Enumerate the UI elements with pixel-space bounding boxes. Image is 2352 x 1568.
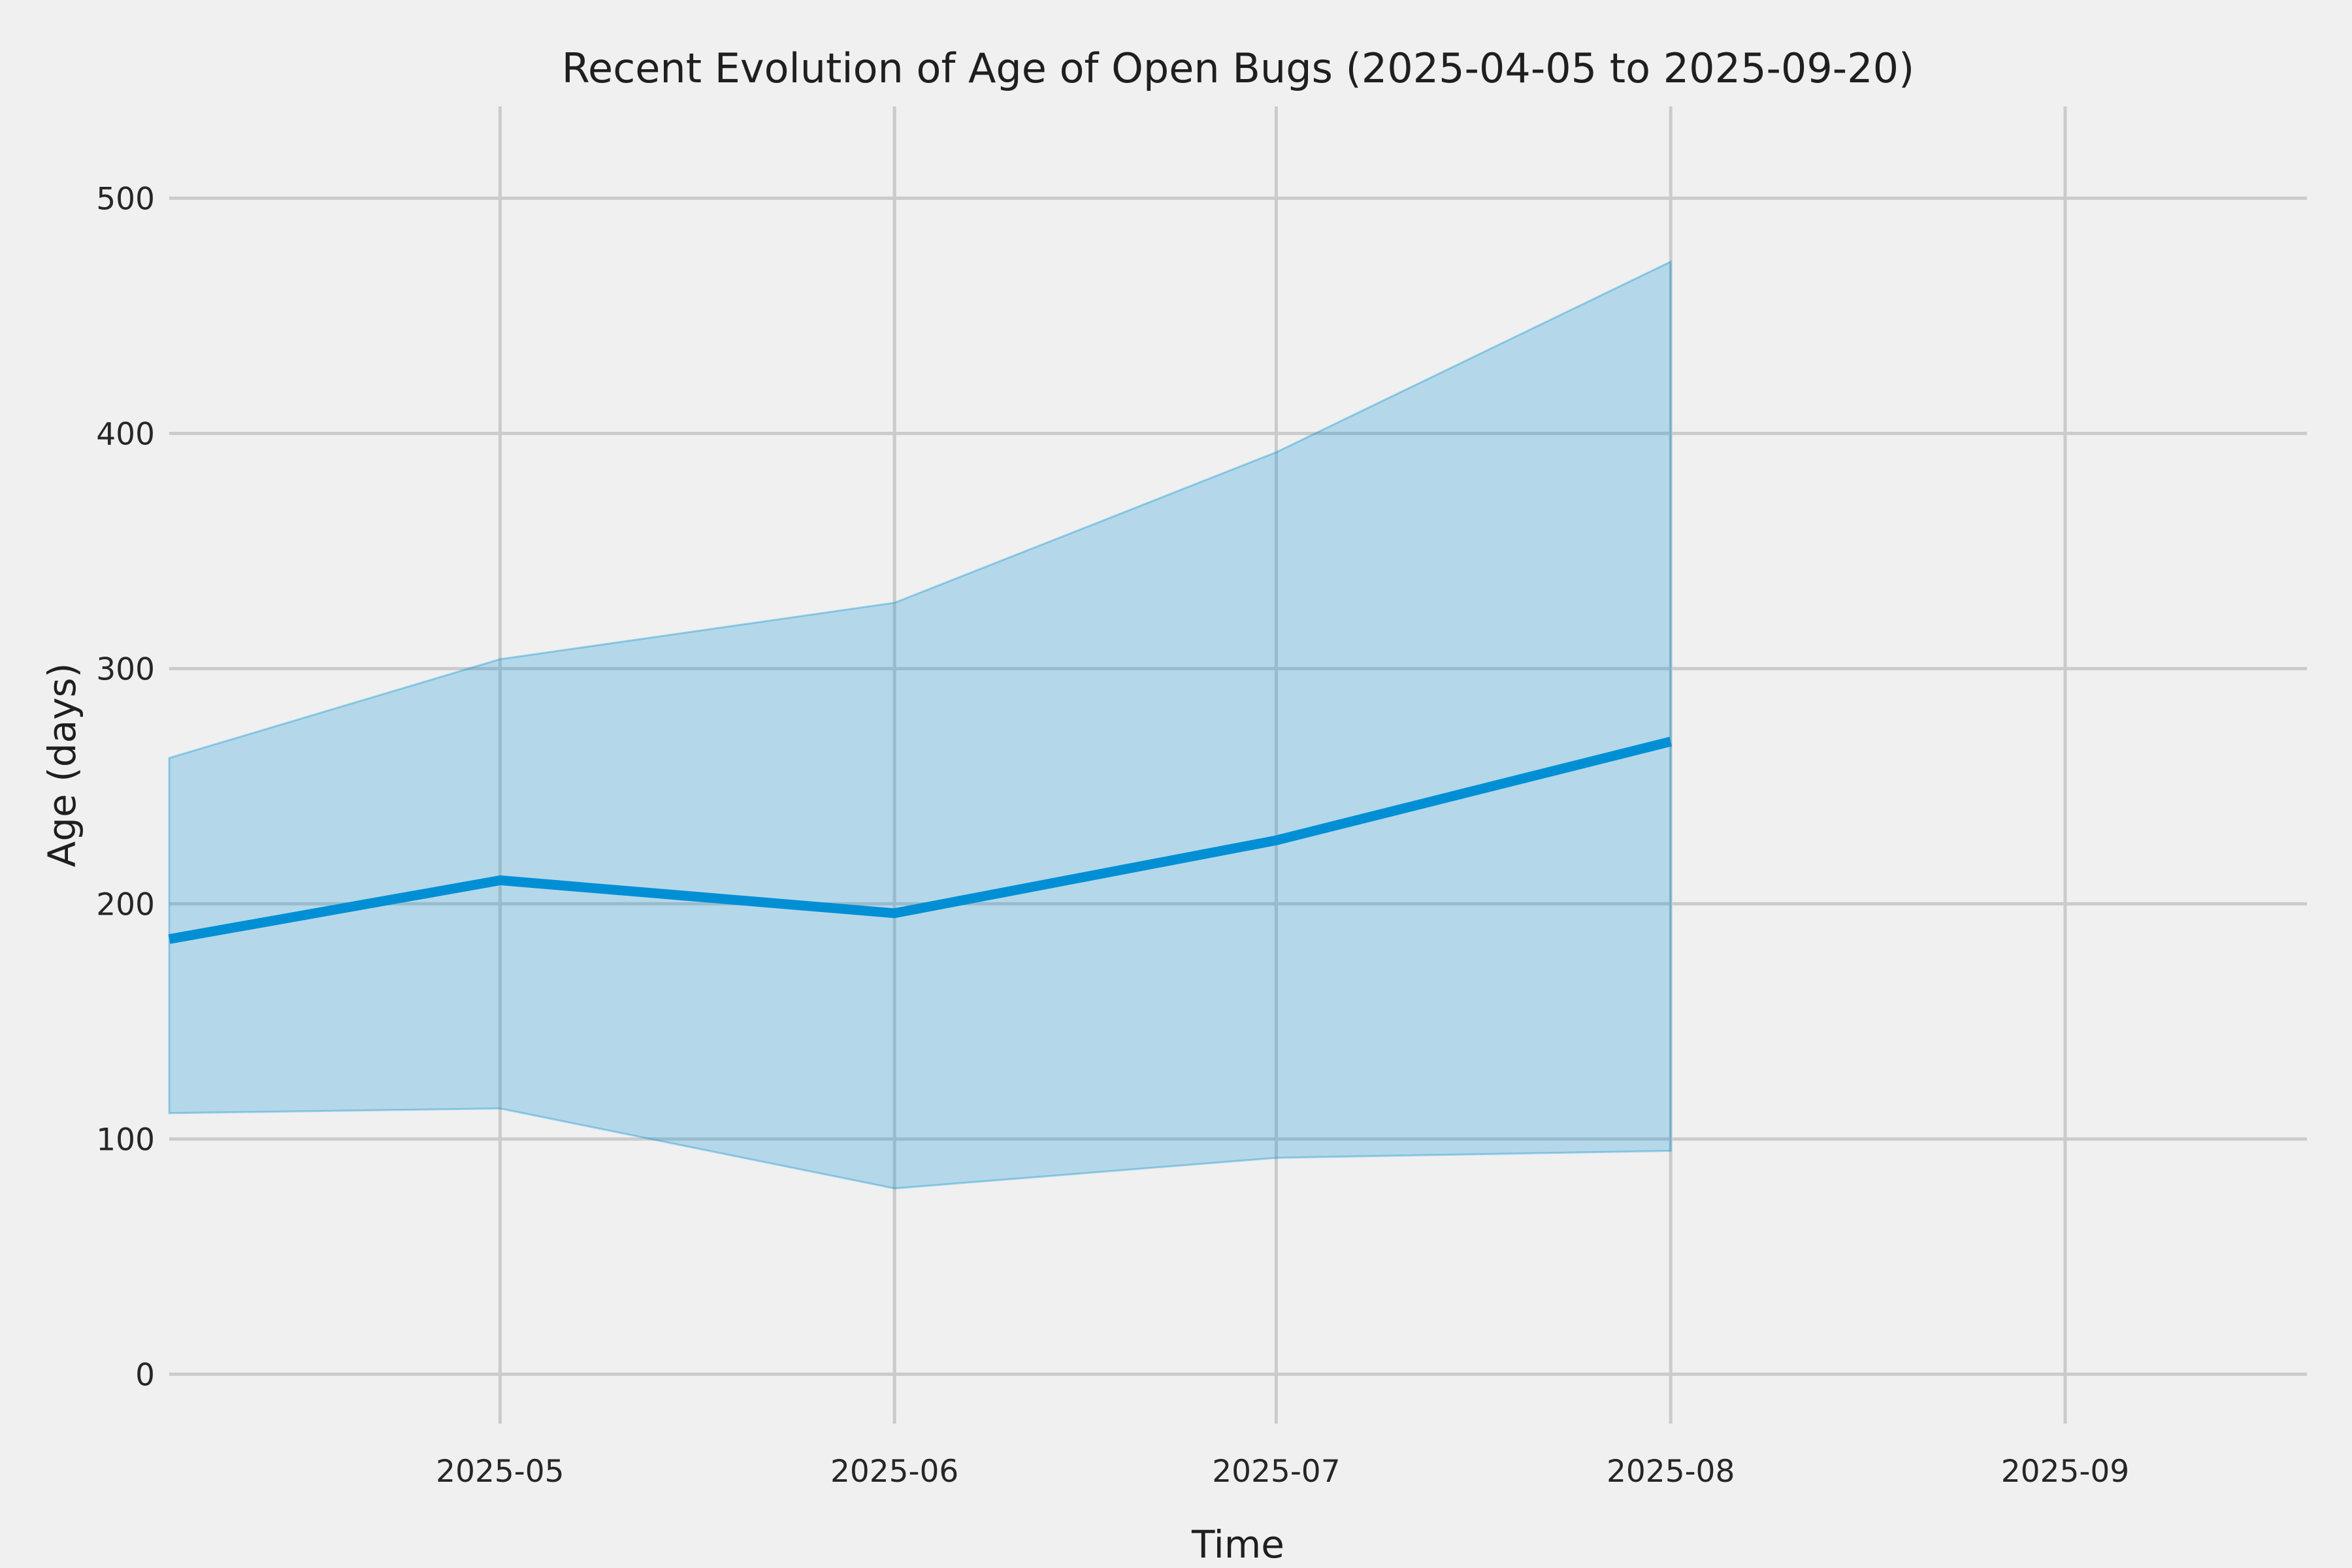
y-tick-label: 400 bbox=[96, 416, 155, 452]
x-tick-label: 2025-06 bbox=[830, 1454, 958, 1490]
x-tick-label: 2025-05 bbox=[436, 1454, 564, 1490]
y-tick-label: 100 bbox=[96, 1122, 155, 1158]
y-tick-label: 200 bbox=[96, 887, 155, 923]
confidence-band bbox=[168, 260, 1672, 1190]
y-tick-label: 500 bbox=[96, 181, 155, 217]
y-axis-label-text: Age (days) bbox=[40, 662, 84, 868]
x-tick-label: 2025-07 bbox=[1212, 1454, 1340, 1490]
mean-line bbox=[168, 736, 1673, 944]
x-tick-label: 2025-09 bbox=[2001, 1454, 2129, 1490]
y-tick-label: 0 bbox=[135, 1357, 155, 1393]
x-tick-label: 2025-08 bbox=[1607, 1454, 1735, 1490]
x-axis-label: Time bbox=[1192, 1522, 1284, 1567]
y-tick-label: 300 bbox=[96, 651, 155, 687]
chart-title: Recent Evolution of Age of Open Bugs (20… bbox=[561, 44, 1915, 92]
